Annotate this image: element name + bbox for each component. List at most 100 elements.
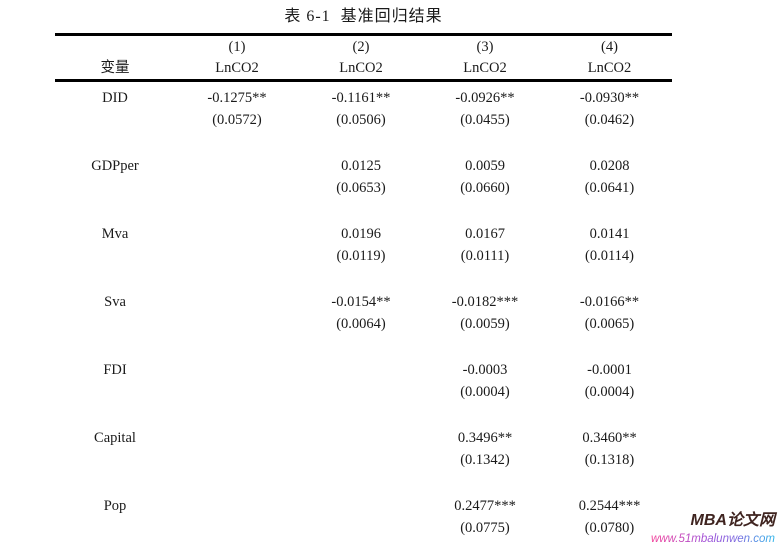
variable-row-group: Pop 0.2477*** 0.2544*** (0.0775) (0.0780… [55, 495, 672, 539]
coef-cell: 0.2544*** [578, 498, 641, 514]
variable-row-group: FDI -0.0003 -0.0001 (0.0004) (0.0004) [55, 359, 672, 403]
coef-cell: -0.0930** [579, 90, 640, 106]
se-cell: (0.0111) [460, 248, 510, 264]
row-label: Mva [101, 226, 129, 242]
se-cell: (0.0004) [460, 384, 510, 400]
se-cell: (0.0114) [585, 248, 634, 264]
coef-cell [175, 291, 299, 313]
coef-cell: -0.1161** [331, 90, 391, 106]
se-cell: (0.0506) [336, 112, 386, 128]
coef-cell: 0.0167 [465, 226, 505, 242]
se-cell: (0.0641) [584, 180, 635, 196]
std-error-row: (0.0004) (0.0004) [55, 381, 672, 403]
std-error-row: (0.0119) (0.0111) (0.0114) [55, 245, 672, 267]
coefficient-row: Capital 0.3496** 0.3460** [55, 427, 672, 449]
dep-var-label: LnCO2 [463, 60, 507, 76]
se-cell [175, 245, 299, 267]
header-empty-cell [55, 37, 175, 58]
row-label: Capital [94, 430, 136, 446]
coef-cell [175, 155, 299, 177]
watermark-site-url: www.51mbalunwen.com [650, 533, 775, 546]
coef-cell [299, 495, 423, 517]
se-cell [299, 381, 423, 403]
se-cell [175, 381, 299, 403]
se-cell [175, 313, 299, 335]
variable-row-group: Mva 0.0196 0.0167 0.0141 (0.0119) (0.011… [55, 223, 672, 267]
se-cell: (0.0065) [584, 316, 635, 332]
se-cell [299, 517, 423, 539]
coef-cell: -0.0182*** [451, 294, 519, 310]
coef-cell: -0.1275** [207, 90, 267, 106]
coef-cell: 0.0059 [465, 158, 505, 174]
coef-cell: 0.0125 [341, 158, 381, 174]
row-label: DID [102, 90, 128, 106]
variable-row-group: Capital 0.3496** 0.3460** (0.1342) (0.13… [55, 427, 672, 471]
coefficient-row: FDI -0.0003 -0.0001 [55, 359, 672, 381]
se-cell [175, 449, 299, 471]
se-cell: (0.0780) [584, 520, 635, 536]
coef-cell [175, 223, 299, 245]
coef-cell: -0.0003 [462, 362, 508, 378]
std-error-row: (0.0572) (0.0506) (0.0455) (0.0462) [55, 109, 672, 131]
coefficient-row: Sva -0.0154** -0.0182*** -0.0166** [55, 291, 672, 313]
dep-var-label: LnCO2 [587, 60, 632, 76]
coef-cell: -0.0926** [455, 90, 515, 106]
model-number: (2) [352, 39, 370, 55]
coef-cell: -0.0001 [587, 362, 632, 378]
dep-var-label: LnCO2 [339, 60, 383, 76]
coef-cell: 0.3460** [582, 430, 637, 446]
row-label: Sva [104, 294, 126, 310]
se-cell [175, 517, 299, 539]
se-cell: (0.0064) [336, 316, 386, 332]
coef-cell: 0.0208 [589, 158, 630, 174]
se-cell: (0.0653) [336, 180, 386, 196]
std-error-row: (0.1342) (0.1318) [55, 449, 672, 471]
coefficient-row: Mva 0.0196 0.0167 0.0141 [55, 223, 672, 245]
se-cell: (0.0462) [584, 112, 635, 128]
row-label: GDPper [91, 158, 139, 174]
coef-cell: -0.0166** [579, 294, 640, 310]
coefficient-row: Pop 0.2477*** 0.2544*** [55, 495, 672, 517]
coef-cell [175, 495, 299, 517]
coef-cell: 0.3496** [457, 430, 513, 446]
se-cell: (0.1342) [460, 452, 510, 468]
se-cell: (0.0119) [336, 248, 386, 264]
coef-cell [175, 359, 299, 381]
coef-cell: -0.0154** [331, 294, 391, 310]
table-title: 表 6-1 基准回归结果 [284, 8, 443, 25]
regression-table: (1) (2) (3) (4) 变量 LnCO2 LnCO2 LnCO2 LnC… [55, 33, 672, 547]
se-label-spacer [55, 517, 175, 539]
coef-cell [299, 359, 423, 381]
model-number: (3) [476, 39, 494, 55]
se-cell: (0.1318) [584, 452, 635, 468]
header-model-number-row: (1) (2) (3) (4) [55, 37, 672, 58]
variable-row-group: DID -0.1275** -0.1161** -0.0926** -0.093… [55, 87, 672, 131]
site-watermark: MBA论文网 www.51mbalunwen.com [651, 513, 775, 547]
variable-column-header: 变量 [100, 60, 130, 76]
std-error-row: (0.0653) (0.0660) (0.0641) [55, 177, 672, 199]
coef-cell [175, 427, 299, 449]
std-error-row: (0.0775) (0.0780) [55, 517, 672, 539]
coef-cell: 0.2477*** [454, 498, 516, 514]
se-cell: (0.0572) [212, 112, 262, 128]
table-body: DID -0.1275** -0.1161** -0.0926** -0.093… [55, 82, 672, 539]
coef-cell [299, 427, 423, 449]
header-depvar-row: 变量 LnCO2 LnCO2 LnCO2 LnCO2 [55, 58, 672, 79]
variable-row-group: GDPper 0.0125 0.0059 0.0208 (0.0653) (0.… [55, 155, 672, 199]
se-label-spacer [55, 177, 175, 199]
se-cell: (0.0004) [584, 384, 635, 400]
se-label-spacer [55, 381, 175, 403]
std-error-row: (0.0064) (0.0059) (0.0065) [55, 313, 672, 335]
coefficient-row: DID -0.1275** -0.1161** -0.0926** -0.093… [55, 87, 672, 109]
se-label-spacer [55, 109, 175, 131]
se-cell: (0.0775) [460, 520, 510, 536]
se-cell: (0.0059) [460, 316, 510, 332]
se-cell [175, 177, 299, 199]
table-header: (1) (2) (3) (4) 变量 LnCO2 LnCO2 LnCO2 LnC… [55, 33, 672, 82]
coefficient-row: GDPper 0.0125 0.0059 0.0208 [55, 155, 672, 177]
se-label-spacer [55, 313, 175, 335]
se-label-spacer [55, 245, 175, 267]
coef-cell: 0.0196 [341, 226, 381, 242]
se-cell [299, 449, 423, 471]
